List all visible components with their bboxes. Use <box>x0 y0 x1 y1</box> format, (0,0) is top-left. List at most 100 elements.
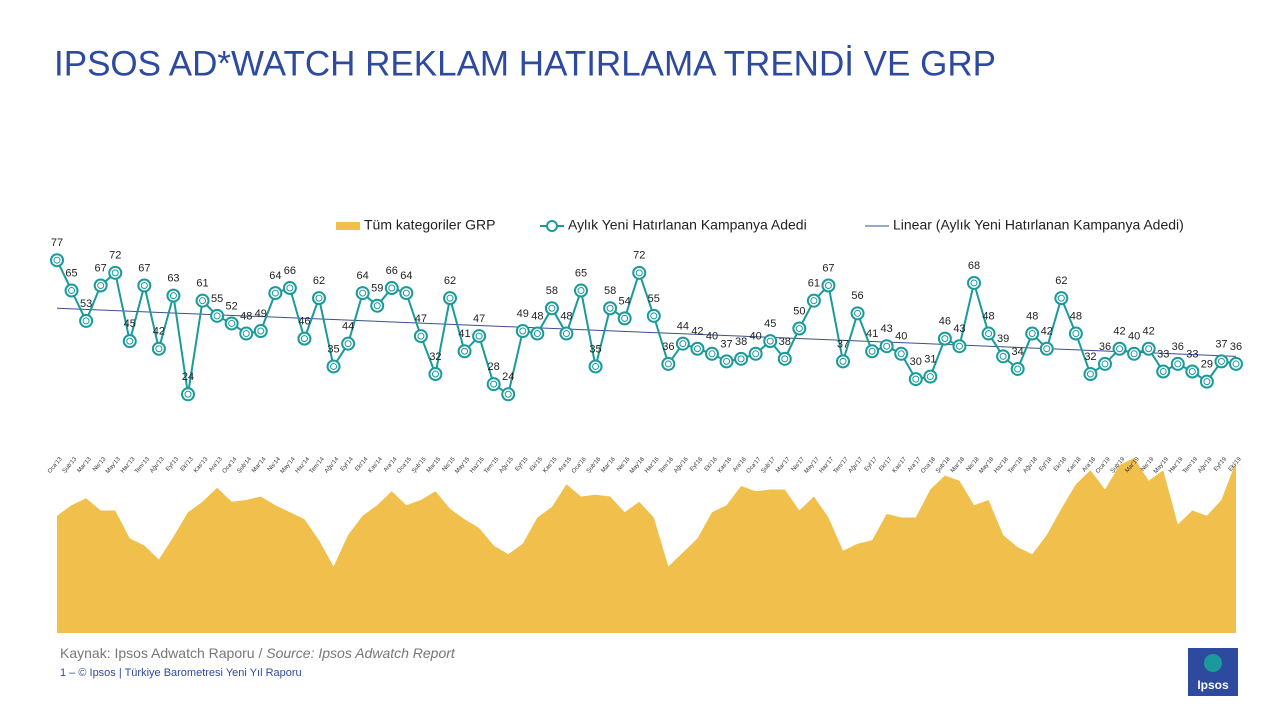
marker <box>181 387 195 402</box>
data-label: 31 <box>924 353 936 365</box>
data-label: 66 <box>284 265 296 277</box>
marker <box>457 344 472 359</box>
marker <box>646 308 661 323</box>
x-tick-label: Şub'16 <box>586 456 603 475</box>
marker-inner <box>737 355 745 363</box>
marker <box>166 288 181 303</box>
data-label: 36 <box>1172 341 1184 353</box>
x-tick-label: Mar'18 <box>950 456 967 474</box>
grp-area <box>57 458 1236 633</box>
marker-inner <box>824 281 832 289</box>
data-label: 41 <box>866 328 878 340</box>
x-tick-label: Şub'18 <box>935 456 952 475</box>
data-label: 42 <box>153 326 165 338</box>
marker <box>151 341 166 356</box>
data-label: 42 <box>691 326 703 338</box>
marker <box>850 306 865 321</box>
data-label: 29 <box>1201 359 1213 371</box>
x-tick-label: Oca'18 <box>920 456 937 475</box>
data-label: 32 <box>429 351 441 363</box>
data-label: 37 <box>837 338 849 350</box>
marker <box>515 324 530 339</box>
data-label: 40 <box>895 331 907 343</box>
marker-inner <box>155 345 163 353</box>
data-label: 38 <box>735 336 747 348</box>
marker-inner <box>388 284 396 292</box>
data-label: 36 <box>662 341 674 353</box>
data-label: 68 <box>968 260 980 272</box>
marker-inner <box>1072 330 1080 338</box>
marker <box>937 331 952 346</box>
marker <box>413 329 428 344</box>
marker-inner <box>1217 357 1225 365</box>
marker-inner <box>1145 345 1153 353</box>
marker <box>705 346 719 361</box>
source-en: Source: Ipsos Adwatch Report <box>266 645 456 661</box>
marker <box>472 329 487 344</box>
recall-line <box>56 259 1237 396</box>
marker-inner <box>373 302 381 310</box>
logo-shape <box>1204 654 1222 672</box>
x-tick-label: Oca'19 <box>1095 456 1112 475</box>
marker-inner <box>1188 368 1196 376</box>
marker-inner <box>781 355 789 363</box>
x-tick-label: Tem'18 <box>1007 456 1024 475</box>
legend-marker <box>546 220 558 232</box>
marker-inner <box>562 330 570 338</box>
marker <box>137 278 152 293</box>
data-label: 65 <box>65 267 77 279</box>
data-label: 24 <box>502 371 514 383</box>
data-label: 72 <box>109 250 121 262</box>
marker <box>632 265 647 280</box>
x-tick-label: Eyl'15 <box>515 456 530 473</box>
marker <box>1112 341 1127 356</box>
x-tick-label: Şub'14 <box>236 456 253 475</box>
marker <box>399 286 414 301</box>
x-tick-label: Ağu'16 <box>673 456 690 475</box>
x-tick-label: Kas'13 <box>193 456 210 474</box>
marker-inner <box>315 294 323 302</box>
marker-inner <box>1086 370 1094 378</box>
marker-inner <box>1043 345 1051 353</box>
data-label: 35 <box>327 343 339 355</box>
data-label: 49 <box>517 308 529 320</box>
data-label: 44 <box>677 321 689 333</box>
x-tick-label: Tem'13 <box>134 456 151 475</box>
x-tick-label: Tem'14 <box>309 456 326 475</box>
data-label: 37 <box>1215 338 1227 350</box>
marker-inner <box>519 327 527 335</box>
marker-inner <box>883 342 891 350</box>
data-label: 77 <box>51 237 63 249</box>
marker-inner <box>184 390 192 398</box>
marker <box>763 334 778 349</box>
x-tick-label: Ağu'15 <box>498 456 515 475</box>
x-tick-label: Eyl'19 <box>1213 456 1228 473</box>
marker <box>690 341 705 356</box>
marker <box>239 326 254 341</box>
marker-inner <box>53 256 61 264</box>
x-tick-label: May'14 <box>280 456 297 475</box>
marker-inner <box>140 281 148 289</box>
title: IPSOS AD*WATCH REKLAM HATIRLAMA TRENDİ V… <box>54 44 996 83</box>
marker-inner <box>1116 345 1124 353</box>
x-tick-label: Mar'16 <box>601 456 618 474</box>
marker <box>1054 291 1069 306</box>
data-label: 33 <box>1157 348 1169 360</box>
marker-inner <box>693 345 701 353</box>
marker <box>64 283 79 298</box>
data-label: 34 <box>1012 346 1024 358</box>
data-label: 48 <box>1070 310 1082 322</box>
x-tick-label: Kas'17 <box>892 456 909 474</box>
marker-inner <box>999 352 1007 360</box>
data-label: 45 <box>124 318 136 330</box>
data-label: 67 <box>95 262 107 274</box>
marker-inner <box>766 337 774 345</box>
x-tick-label: Şub'17 <box>760 456 777 475</box>
marker <box>1025 326 1040 341</box>
x-tick-label: May'17 <box>804 456 821 475</box>
data-label: 35 <box>589 343 601 355</box>
source-tr: Kaynak: Ipsos Adwatch Raporu / <box>60 645 266 661</box>
marker <box>268 286 283 301</box>
marker-inner <box>635 269 643 277</box>
data-label: 62 <box>1055 275 1067 287</box>
